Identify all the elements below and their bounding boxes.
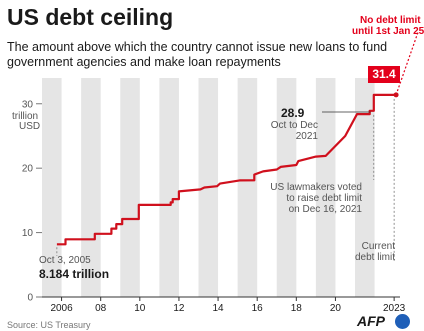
y-axis-ticks: 0 10 20 30 [22,99,42,304]
x-tick-label: 20 [330,303,342,314]
year-band [159,78,179,297]
current-limit-note-line1: Current [361,241,395,252]
background-bands [42,78,375,297]
year-band [315,78,336,297]
afp-logo-dot [395,314,410,329]
debt-ceiling-line [56,93,397,246]
peak-note-line1: Oct to Dec [270,120,318,131]
vote-note-line1: US lawmakers voted [270,182,362,193]
peak-note-line2: 2021 [295,131,318,142]
series-group [56,31,419,246]
x-tick-label: 18 [291,303,303,314]
x-tick-label: 2006 [50,303,73,314]
start-date-label: Oct 3, 2005 [39,255,91,266]
no-limit-dotted-line [395,31,419,96]
y-unit-line2: USD [19,121,41,132]
current-value-badge: 31.4 [368,66,400,83]
x-tick-label: 10 [134,303,146,314]
y-tick-label: 10 [22,228,34,239]
y-tick-label: 0 [27,293,33,304]
afp-logo: AFP [357,313,385,329]
y-tick-label: 30 [22,99,34,110]
source-credit: Source: US Treasury [7,320,91,330]
x-tick-label: 14 [213,303,225,314]
x-axis: 2006 08 10 12 14 16 18 20 2023 [42,296,406,314]
vote-note-line3: on Dec 16, 2021 [288,204,362,215]
year-band [42,78,62,297]
chart-subtitle-line2: government agencies and make loan repaym… [7,55,281,69]
y-tick-label: 20 [22,164,34,175]
year-band [120,78,140,297]
x-tick-label: 2023 [383,303,406,314]
no-limit-note-line1: No debt limit [360,15,421,26]
x-tick-label: 16 [252,303,264,314]
peak-value-label: 28.9 [281,106,305,120]
current-point [393,92,399,98]
year-band [355,78,375,297]
year-band [276,78,297,297]
y-unit-line1: trillion [12,111,39,122]
chart-title: US debt ceiling [7,4,174,30]
no-limit-note-line2: until 1st Jan 25 [352,26,424,37]
x-tick-label: 08 [95,303,107,314]
annotation-pointers [56,98,395,262]
chart-subtitle-line1: The amount above which the country canno… [7,40,388,54]
current-limit-note-line2: debt limit [354,252,395,263]
year-band [237,78,258,297]
start-value-label: 8.184 trillion [39,267,110,281]
vote-note-line2: to raise debt limit [286,193,362,204]
x-tick-label: 12 [173,303,185,314]
year-band [81,78,101,297]
